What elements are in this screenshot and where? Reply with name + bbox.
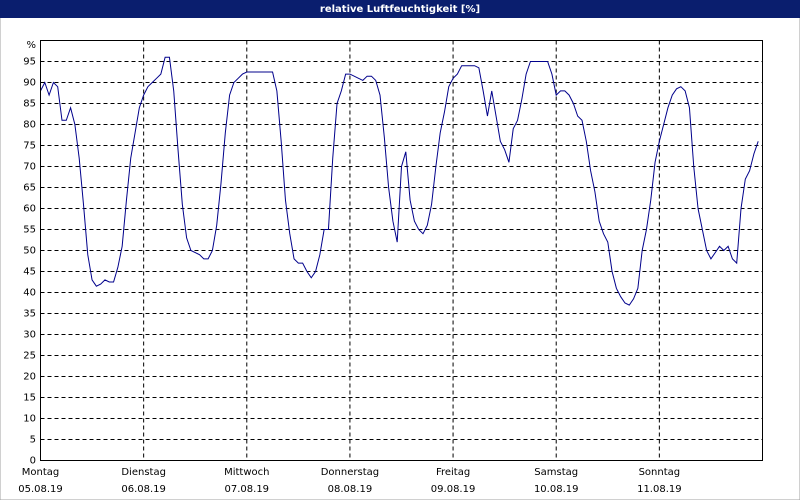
y-tick-label: 95: [23, 57, 36, 68]
x-tick-label: 05.08.19: [18, 484, 63, 495]
y-axis-label: %: [26, 40, 36, 51]
y-tick-label: 90: [23, 78, 36, 89]
y-tick-label: 5: [30, 435, 36, 446]
y-tick-label: 10: [23, 414, 36, 425]
y-tick-label: 0: [30, 456, 36, 467]
x-tick-label: 07.08.19: [225, 484, 270, 495]
y-tick-label: 20: [23, 372, 36, 383]
y-tick-label: 80: [23, 120, 36, 131]
plot-frame: [40, 40, 763, 461]
y-tick-label: 75: [23, 141, 36, 152]
y-tick-label: 35: [23, 309, 36, 320]
y-tick-label: 40: [23, 288, 36, 299]
y-tick-label: 15: [23, 393, 36, 404]
data-line: [40, 56, 759, 306]
y-tick-label: 85: [23, 99, 36, 110]
y-tick-label: 70: [23, 162, 36, 173]
y-tick-label: 30: [23, 330, 36, 341]
y-tick-label: 65: [23, 183, 36, 194]
x-tick-label: Sonntag: [639, 467, 681, 478]
x-tick-label: Samstag: [534, 467, 578, 478]
x-tick-label: 10.08.19: [534, 484, 579, 495]
chart-title: relative Luftfeuchtigkeit [%]: [320, 4, 480, 15]
x-tick-label: Montag: [22, 467, 59, 478]
y-tick-label: 45: [23, 267, 36, 278]
title-bar: [0, 0, 800, 18]
y-tick-label: 25: [23, 351, 36, 362]
y-tick-label: 50: [23, 246, 36, 257]
x-tick-label: Dienstag: [121, 467, 166, 478]
y-tick-label: 60: [23, 204, 36, 215]
x-tick-label: Freitag: [436, 467, 470, 478]
x-tick-label: 09.08.19: [431, 484, 476, 495]
x-tick-label: 06.08.19: [121, 484, 166, 495]
x-tick-label: 11.08.19: [637, 484, 682, 495]
x-tick-label: 08.08.19: [328, 484, 373, 495]
y-tick-label: 55: [23, 225, 36, 236]
x-tick-label: Donnerstag: [321, 467, 379, 478]
x-tick-label: Mittwoch: [224, 467, 269, 478]
